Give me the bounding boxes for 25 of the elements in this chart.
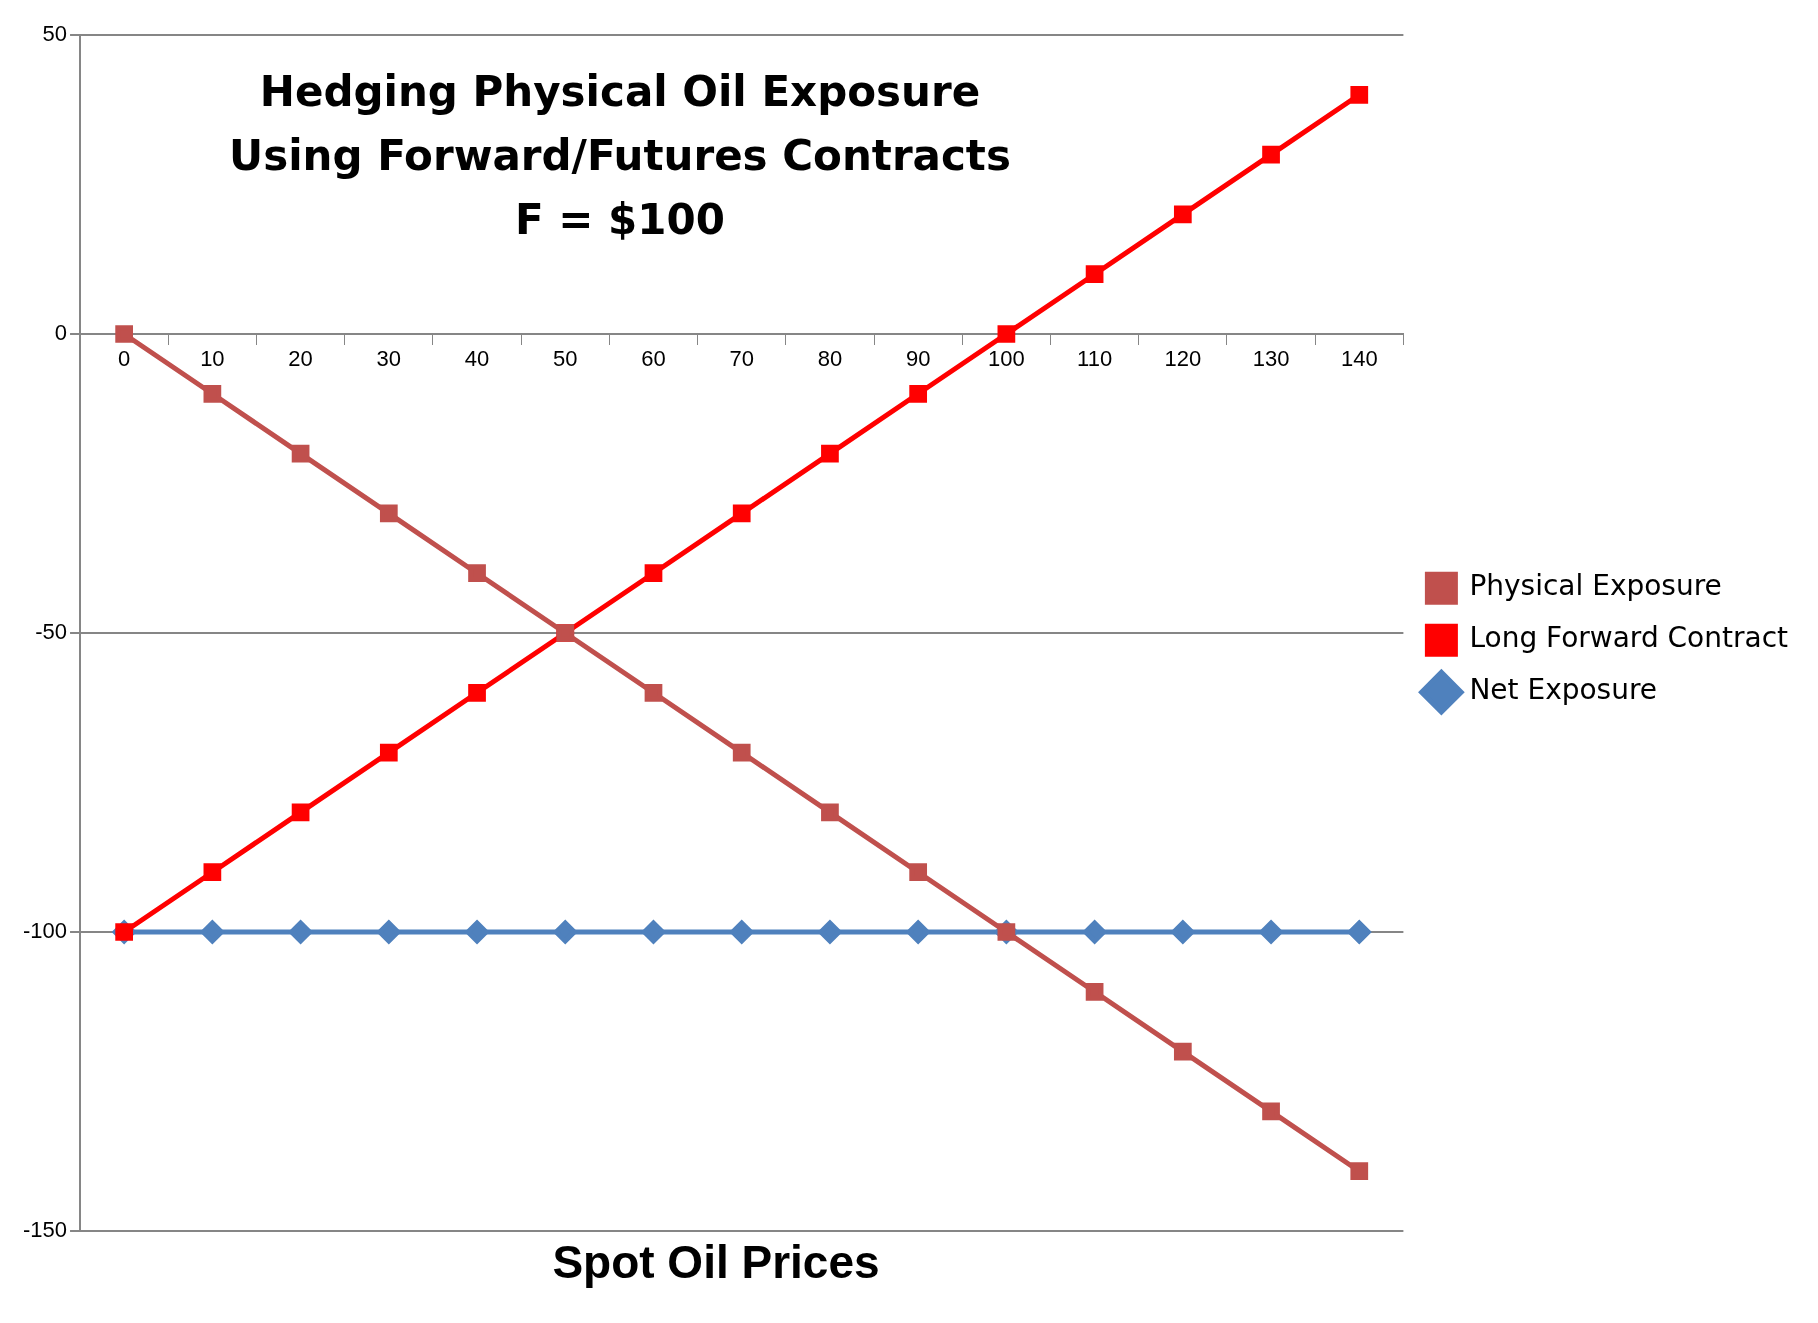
x-tick-label: 20 [288,346,313,372]
x-tick-label: 70 [729,346,754,372]
x-tick-label: 110 [1077,346,1113,372]
y-tick-label: 0 [54,320,68,346]
x-tick-label: 50 [553,346,578,372]
x-axis-title: Spot Oil Prices [551,1235,881,1289]
x-tick-label: 130 [1252,346,1290,372]
legend-label: Physical Exposure [1469,569,1722,603]
legend-label: Net Exposure [1469,673,1658,707]
x-tick-label: 60 [641,346,666,372]
x-tick-label: 40 [464,346,490,372]
x-tick-label: 0 [118,346,131,372]
x-tick-label: 140 [1340,346,1378,372]
text: Hedging Physical Oil Exposure Using Forward/Futures Contracts F = $100 [228,66,1012,246]
y-tick-label: -150 [22,1217,68,1243]
x-tick-label: 30 [376,346,402,372]
x-tick-label: 80 [817,346,843,372]
x-tick-label: 120 [1164,346,1202,372]
y-tick-label: 50 [42,21,68,47]
y-tick-label: -100 [22,918,68,944]
y-tick-label: -50 [35,619,68,645]
x-tick-label: 10 [200,346,225,372]
x-tick-label: 90 [905,346,931,372]
legend-label: Long Forward Contract [1469,621,1789,655]
x-tick-label: 100 [988,346,1025,372]
